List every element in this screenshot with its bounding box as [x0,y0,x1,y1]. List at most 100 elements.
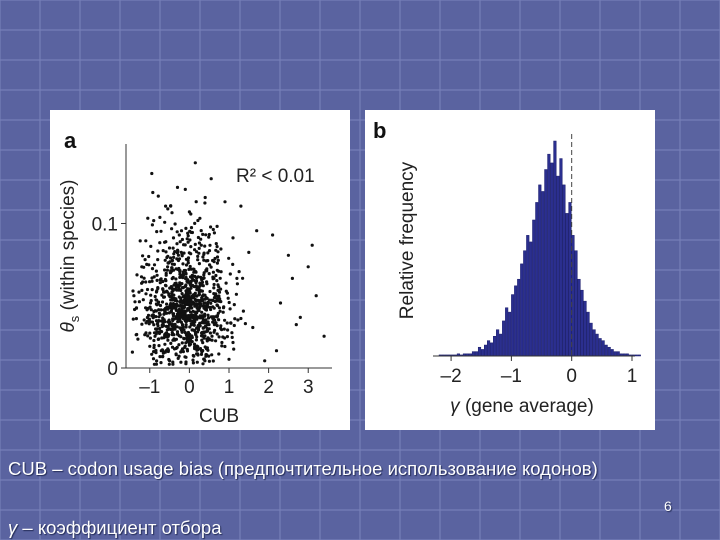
scatter-point [170,322,174,326]
scatter-point [163,350,167,354]
scatter-point [186,231,190,235]
scatter-point [237,270,241,274]
scatter-point [172,255,176,259]
x-tick-label: 3 [303,377,314,398]
scatter-point [196,348,200,352]
scatter-point [188,325,192,329]
scatter-point [215,303,219,307]
scatter-point [196,218,200,223]
scatter-point [132,294,136,298]
scatter-point [193,221,197,225]
scatter-point [298,315,302,319]
scatter-point [176,356,180,360]
scatter-point [143,258,147,262]
scatter-point [199,243,203,247]
scatter-point [184,263,189,267]
scatter-points [130,161,326,366]
scatter-point [211,227,215,232]
scatter-point [186,307,190,311]
panel-label-b: b [373,118,386,143]
scatter-point [158,241,162,245]
x-tick-label: 2 [263,377,274,398]
scatter-point [156,286,160,290]
scatter-point [208,331,212,335]
scatter-point [159,277,163,281]
scatter-point [204,233,208,237]
x-axis-label: γ (gene average) [450,396,594,417]
scatter-point [180,323,185,327]
scatter-point [186,256,191,260]
scatter-point [214,242,218,246]
scatter-point [160,348,164,352]
histogram-bars [438,140,641,357]
scatter-point [223,318,227,322]
x-tick-label: 0 [566,366,577,387]
scatter-point [205,329,209,333]
scatter-point [196,275,200,279]
scatter-point [225,335,229,339]
scatter-point [164,273,168,277]
scatter-point [200,294,205,298]
histogram-bar [480,349,485,357]
scatter-point [229,321,233,325]
scatter-point [149,293,153,297]
scatter-point [169,341,173,345]
scatter-point [156,320,160,324]
scatter-point [203,320,207,324]
scatter-point [208,243,212,247]
scatter-point [163,258,167,262]
scatter-point [216,283,220,287]
scatter-point [145,287,150,292]
scatter-point [219,247,223,251]
scatter-point [180,286,184,290]
scatter-point [195,285,199,289]
scatter-point [175,332,180,336]
scatter-point [171,338,175,342]
scatter-point [175,242,179,246]
scatter-point [191,302,195,306]
histogram-bar [604,344,608,357]
scatter-point [218,276,222,280]
scatter-point [184,283,188,287]
scatter-point [214,292,218,296]
scatter-point [152,323,156,327]
scatter-point [174,352,178,356]
scatter-point [210,338,214,342]
scatter-point [158,303,163,308]
scatter-point [194,200,198,204]
histogram-bar [565,213,569,357]
scatter-point [189,226,194,230]
scatter-point [170,306,174,310]
scatter-point [157,344,161,348]
scatter-point [212,282,216,287]
scatter-point [176,258,181,263]
scatter-point [180,292,184,296]
scatter-point [184,226,188,230]
scatter-point [217,318,221,322]
scatter-point [167,362,171,366]
scatter-point [171,236,176,240]
scatter-point [137,300,141,304]
scatter-point [157,337,161,341]
scatter-point [192,285,196,289]
histogram-bar [601,340,605,357]
histogram-bar [484,344,488,357]
scatter-point [231,236,235,240]
scatter-point [167,246,172,250]
scatter-point [228,272,232,276]
scatter-point [169,269,174,273]
scatter-point [159,329,163,333]
scatter-point [170,330,174,335]
scatter-point [168,322,172,326]
scatter-point [322,334,326,338]
scatter-point [214,339,218,343]
scatter-point [206,316,211,320]
scatter-point [200,276,204,280]
x-tick-label: 1 [224,377,235,398]
scatter-point [186,240,190,244]
scatter-point [195,305,199,309]
scatter-point [231,340,235,345]
scatter-point [215,314,220,318]
scatter-point [207,272,211,276]
scatter-point [196,258,200,262]
